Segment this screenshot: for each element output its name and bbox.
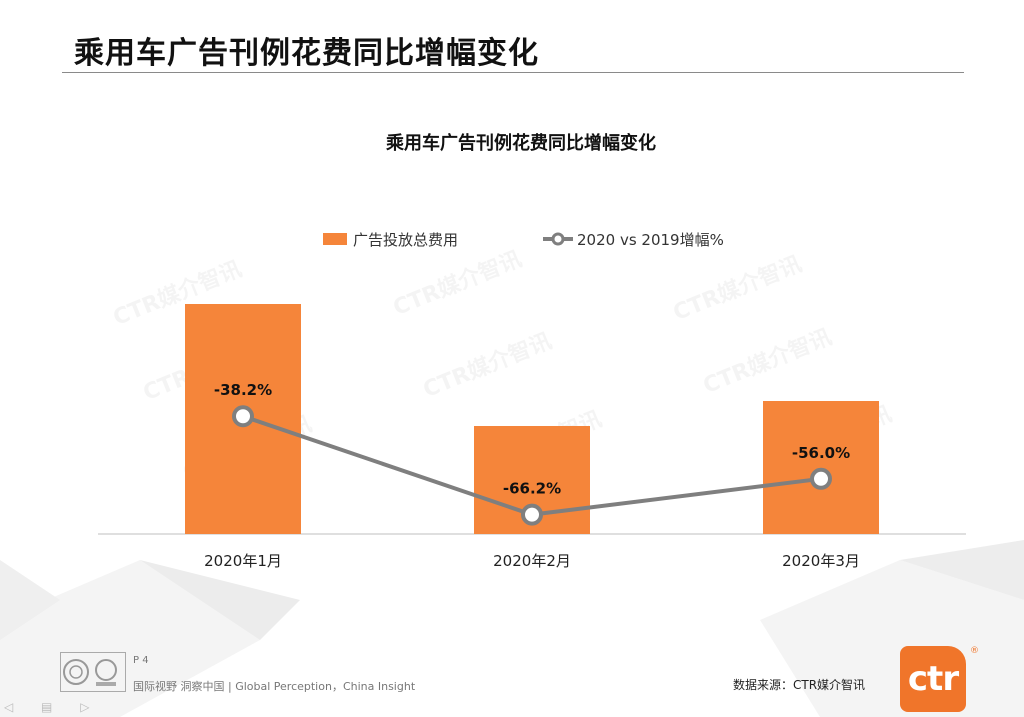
watermark: CTR媒介智讯 [699, 324, 835, 399]
ctr-logo-text: ctr [907, 659, 959, 699]
page-title: 乘用车广告刊例花费同比增幅变化 [74, 36, 539, 71]
data-label: -66.2% [503, 480, 561, 498]
certification-logos [60, 652, 126, 692]
line-point [232, 405, 254, 428]
x-tick-label: 2020年1月 [204, 552, 282, 570]
legend-marker-line [551, 232, 565, 246]
ctr-logo: ctr [900, 646, 966, 712]
data-label: -56.0% [792, 444, 850, 462]
watermark: CTR媒介智讯 [389, 246, 525, 321]
bar [763, 401, 879, 534]
x-tick-label: 2020年2月 [493, 552, 571, 570]
data-label: -38.2% [214, 381, 272, 399]
line-point [810, 467, 832, 490]
legend-label-bar: 广告投放总费用 [353, 231, 458, 249]
legend-swatch-bar [323, 233, 347, 245]
watermark: CTR媒介智讯 [669, 251, 805, 326]
slide-nav-icons[interactable]: ◁ ▤ ▷ [4, 700, 102, 714]
watermark: CTR媒介智讯 [419, 328, 555, 403]
chart-title: 乘用车广告刊例花费同比增幅变化 [385, 132, 656, 154]
registered-mark: ® [970, 646, 979, 656]
title-divider [62, 72, 964, 73]
legend-label-line: 2020 vs 2019增幅% [577, 231, 724, 249]
line-point [521, 503, 543, 526]
x-tick-label: 2020年3月 [782, 552, 860, 570]
footer-slogan: 国际视野 洞察中国 | Global Perception，China Insi… [133, 680, 416, 693]
data-source: 数据来源：CTR媒介智讯 [733, 678, 866, 692]
page-number: P 4 [133, 655, 149, 666]
